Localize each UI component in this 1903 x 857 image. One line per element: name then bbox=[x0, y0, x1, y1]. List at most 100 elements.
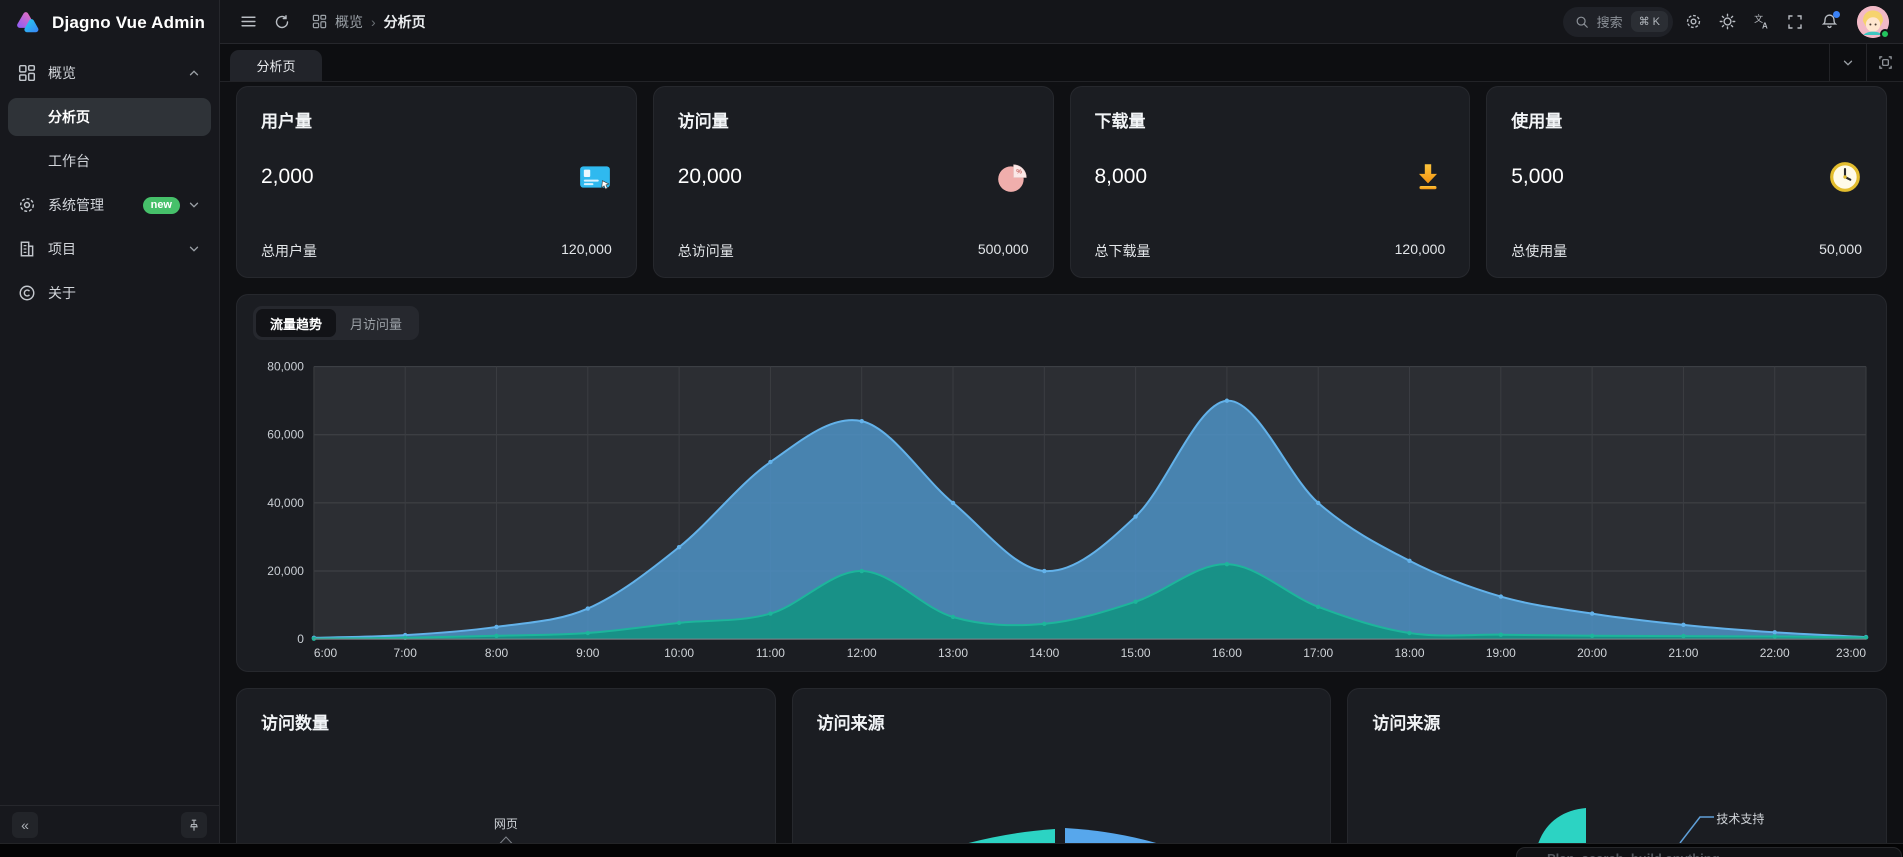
chart-x-tick: 21:00 bbox=[1668, 646, 1698, 660]
background-searchbox: Plan, search, build anything bbox=[1516, 847, 1902, 857]
chart-y-tick: 0 bbox=[297, 632, 304, 646]
tab-list-dropdown-button[interactable] bbox=[1829, 44, 1866, 81]
gear-icon bbox=[1686, 14, 1700, 29]
sidebar-item-workbench[interactable]: 工作台 bbox=[8, 142, 211, 180]
card-title: 访问来源 bbox=[816, 714, 885, 733]
chart-x-tick: 17:00 bbox=[1303, 646, 1333, 660]
collapse-glyph: « bbox=[21, 816, 29, 833]
chart-y-tick: 20,000 bbox=[267, 564, 304, 578]
breadcrumb-root[interactable]: 概览 bbox=[335, 13, 363, 30]
theme-toggle-button[interactable] bbox=[1713, 8, 1741, 36]
tab-monthly-visits[interactable]: 月访问量 bbox=[336, 309, 416, 337]
chart-line-visits-teal bbox=[313, 563, 1867, 640]
pill-label: 月访问量 bbox=[350, 316, 403, 332]
chart-marker-visits-blue bbox=[1498, 594, 1504, 599]
online-status-dot bbox=[1880, 28, 1890, 39]
chart-marker-visits-blue bbox=[1589, 611, 1595, 616]
stat-total-value: 50,000 bbox=[1819, 241, 1862, 257]
chart-marker-visits-teal bbox=[1589, 633, 1595, 638]
radar-axis-label: 网页 bbox=[493, 817, 518, 831]
chart-marker-visits-teal bbox=[768, 611, 773, 616]
sidebar-item-label: 关于 bbox=[48, 285, 76, 301]
sidebar-item-label: 项目 bbox=[48, 241, 76, 257]
chart-x-tick: 15:00 bbox=[1121, 646, 1151, 660]
sidebar-item-project[interactable]: 项目 bbox=[8, 230, 211, 268]
stat-title: 使用量 bbox=[1511, 112, 1563, 131]
trend-tab-group: 流量趋势 月访问量 bbox=[253, 306, 420, 340]
chart-marker-visits-blue bbox=[1315, 500, 1321, 506]
stat-total-value: 120,000 bbox=[561, 241, 612, 257]
pie-label-line bbox=[1679, 816, 1715, 843]
sidebar-item-overview[interactable]: 概览 bbox=[8, 54, 211, 92]
chart-x-tick: 14:00 bbox=[1029, 646, 1059, 660]
credit-card-icon bbox=[579, 166, 610, 190]
notifications-button[interactable] bbox=[1815, 8, 1843, 36]
chevron-down-icon bbox=[189, 246, 199, 252]
svg-text:%: % bbox=[1016, 168, 1022, 175]
search-input[interactable]: 搜索 ⌘ K bbox=[1562, 6, 1673, 37]
chart-x-tick: 13:00 bbox=[938, 646, 968, 660]
search-placeholder: 搜索 bbox=[1596, 15, 1623, 30]
sidebar-item-system[interactable]: 系统管理 new bbox=[8, 186, 211, 224]
app-logo[interactable]: Djagno Vue Admin bbox=[0, 0, 219, 46]
hamburger-icon bbox=[240, 16, 256, 27]
chart-y-tick: 40,000 bbox=[267, 496, 304, 510]
chevron-down-icon bbox=[1843, 60, 1853, 66]
copyright-icon bbox=[19, 285, 35, 301]
stat-value: 8,000 bbox=[1094, 165, 1148, 188]
pin-sidebar-button[interactable] bbox=[181, 811, 207, 838]
menu-toggle-button[interactable] bbox=[234, 8, 262, 36]
chart-marker-visits-blue bbox=[1224, 398, 1230, 403]
radar-chart-partial bbox=[499, 836, 513, 843]
user-avatar[interactable] bbox=[1857, 5, 1890, 39]
sidebar-item-label: 分析页 bbox=[48, 109, 90, 125]
refresh-button[interactable] bbox=[268, 8, 296, 36]
gear-icon bbox=[19, 197, 35, 213]
sidebar: Djagno Vue Admin 概览 分析页 工作台 系统管理 new bbox=[0, 0, 220, 843]
bottom-cards-row: 访问数量 网页 访问来源 访问来源 技术支持 bbox=[236, 688, 1888, 843]
search-shortcut: ⌘ K bbox=[1630, 11, 1668, 32]
chart-marker-visits-teal bbox=[1681, 633, 1686, 639]
stat-value: 2,000 bbox=[261, 165, 314, 188]
traffic-trend-chart: 0 20,000 40,000 60,000 80,000 6:00 7:00 8:00 9:0… bbox=[267, 360, 1869, 660]
grid-icon bbox=[312, 14, 327, 29]
stat-title: 下载量 bbox=[1094, 112, 1146, 131]
tab-label: 分析页 bbox=[256, 59, 296, 74]
traffic-trend-card: 流量趋势 月访问量 0 20,000 40,000 60,000 80,000 6:00 7… bbox=[236, 294, 1887, 672]
tab-analytics[interactable]: 分析页 bbox=[230, 50, 322, 81]
translate-icon: 文A bbox=[1754, 13, 1768, 30]
chart-x-tick: 12:00 bbox=[847, 646, 877, 660]
content-maximize-button[interactable] bbox=[1866, 44, 1903, 81]
chart-x-tick: 10:00 bbox=[664, 646, 694, 660]
sidebar-item-label: 工作台 bbox=[48, 153, 90, 169]
breadcrumb-separator: › bbox=[371, 13, 376, 30]
app-title: Djagno Vue Admin bbox=[52, 13, 206, 32]
chart-marker-visits-teal bbox=[1863, 635, 1869, 640]
chart-marker-visits-teal bbox=[585, 630, 590, 636]
chart-marker-visits-teal bbox=[1042, 621, 1047, 627]
stat-card-usage: 使用量 5,000 总使用量 50,000 bbox=[1486, 86, 1887, 278]
chart-area-visits-blue bbox=[313, 400, 1867, 640]
building-icon bbox=[20, 241, 34, 257]
collapse-sidebar-button[interactable]: « bbox=[12, 811, 38, 838]
chart-x-tick: 19:00 bbox=[1486, 646, 1516, 660]
sidebar-item-about[interactable]: 关于 bbox=[8, 274, 211, 312]
stat-card-visits: 访问量 20,000 % 总访问量 500,000 bbox=[652, 86, 1054, 278]
logo-mark-icon bbox=[14, 9, 42, 37]
chart-marker-visits-teal bbox=[1498, 632, 1504, 637]
settings-button[interactable] bbox=[1679, 8, 1707, 36]
svg-text:A: A bbox=[1762, 21, 1768, 30]
chart-x-tick: 8:00 bbox=[485, 646, 509, 660]
fullscreen-button[interactable] bbox=[1781, 8, 1809, 36]
sidebar-item-analytics[interactable]: 分析页 bbox=[8, 98, 211, 136]
stat-card-downloads: 下载量 8,000 总下载量 120,000 bbox=[1069, 86, 1471, 278]
chart-y-tick: 80,000 bbox=[267, 360, 304, 374]
visit-source-pie-card: 访问来源 bbox=[791, 688, 1332, 843]
chart-marker-visits-blue bbox=[768, 459, 773, 465]
chart-x-tick: 16:00 bbox=[1212, 646, 1242, 660]
new-badge: new bbox=[142, 196, 180, 214]
tab-traffic-trend[interactable]: 流量趋势 bbox=[256, 309, 337, 337]
chart-x-tick: 11:00 bbox=[756, 646, 785, 660]
chart-marker-visits-blue bbox=[859, 418, 864, 424]
